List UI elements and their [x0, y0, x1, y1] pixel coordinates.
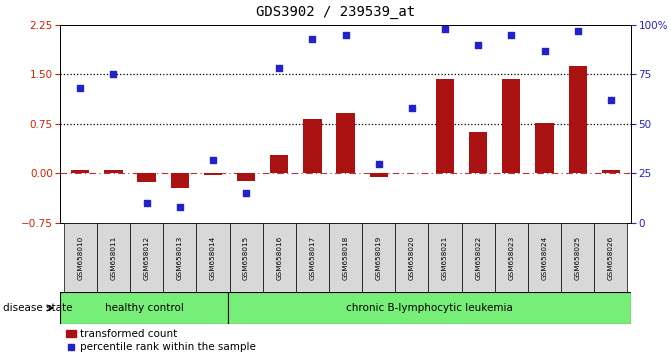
Text: GSM658013: GSM658013	[176, 235, 183, 280]
Text: GSM658018: GSM658018	[343, 235, 348, 280]
Text: GSM658016: GSM658016	[276, 235, 282, 280]
Text: GSM658026: GSM658026	[608, 235, 614, 280]
Text: GSM658022: GSM658022	[475, 235, 481, 280]
Text: GSM658010: GSM658010	[77, 235, 83, 280]
Legend: transformed count, percentile rank within the sample: transformed count, percentile rank withi…	[66, 329, 256, 352]
Bar	[370, 173, 388, 177]
Bar	[270, 155, 289, 173]
Text: chronic B-lymphocytic leukemia: chronic B-lymphocytic leukemia	[346, 303, 513, 313]
Point	[473, 42, 484, 47]
Bar	[362, 223, 395, 292]
Bar	[429, 223, 462, 292]
Bar	[204, 173, 222, 175]
Bar	[561, 223, 595, 292]
Text: GSM658019: GSM658019	[376, 235, 382, 280]
Text: GSM658021: GSM658021	[442, 235, 448, 280]
Bar	[228, 292, 631, 324]
Point	[373, 161, 384, 166]
Bar	[602, 170, 620, 173]
Point	[75, 85, 86, 91]
Point	[572, 28, 583, 34]
Bar	[528, 223, 561, 292]
Bar	[97, 223, 130, 292]
Bar	[262, 223, 296, 292]
Point	[141, 200, 152, 206]
Bar	[71, 170, 89, 173]
Bar	[595, 223, 627, 292]
Text: GSM658015: GSM658015	[243, 235, 249, 280]
Text: GSM658011: GSM658011	[111, 235, 117, 280]
Point	[241, 190, 252, 196]
Bar	[535, 122, 554, 173]
Point	[440, 26, 450, 32]
Point	[407, 105, 417, 111]
Bar	[336, 113, 355, 173]
Bar	[197, 223, 229, 292]
Bar	[138, 173, 156, 182]
Bar	[130, 223, 163, 292]
Bar	[503, 79, 521, 173]
Bar	[170, 173, 189, 188]
Bar	[237, 173, 255, 181]
Text: GSM658025: GSM658025	[574, 235, 580, 280]
Text: GSM658020: GSM658020	[409, 235, 415, 280]
Bar	[60, 292, 228, 324]
Point	[274, 65, 285, 71]
Bar	[395, 223, 429, 292]
Bar	[469, 132, 487, 173]
Bar	[229, 223, 262, 292]
Point	[174, 204, 185, 210]
Point	[108, 72, 119, 77]
Text: GSM658012: GSM658012	[144, 235, 150, 280]
Text: GSM658017: GSM658017	[309, 235, 315, 280]
Text: GSM658014: GSM658014	[210, 235, 216, 280]
Bar	[495, 223, 528, 292]
Point	[207, 157, 218, 162]
Point	[506, 32, 517, 38]
Bar	[303, 119, 321, 173]
Bar	[163, 223, 197, 292]
Text: GSM658023: GSM658023	[509, 235, 515, 280]
Point	[539, 48, 550, 53]
Bar	[296, 223, 329, 292]
Text: disease state: disease state	[3, 303, 73, 313]
Point	[605, 97, 616, 103]
Bar	[436, 79, 454, 173]
Bar	[64, 223, 97, 292]
Bar	[462, 223, 495, 292]
Point	[307, 36, 318, 41]
Text: healthy control: healthy control	[105, 303, 184, 313]
Bar	[568, 67, 587, 173]
Bar	[104, 170, 123, 173]
Text: GDS3902 / 239539_at: GDS3902 / 239539_at	[256, 5, 415, 19]
Text: GSM658024: GSM658024	[541, 235, 548, 280]
Bar	[329, 223, 362, 292]
Point	[340, 32, 351, 38]
